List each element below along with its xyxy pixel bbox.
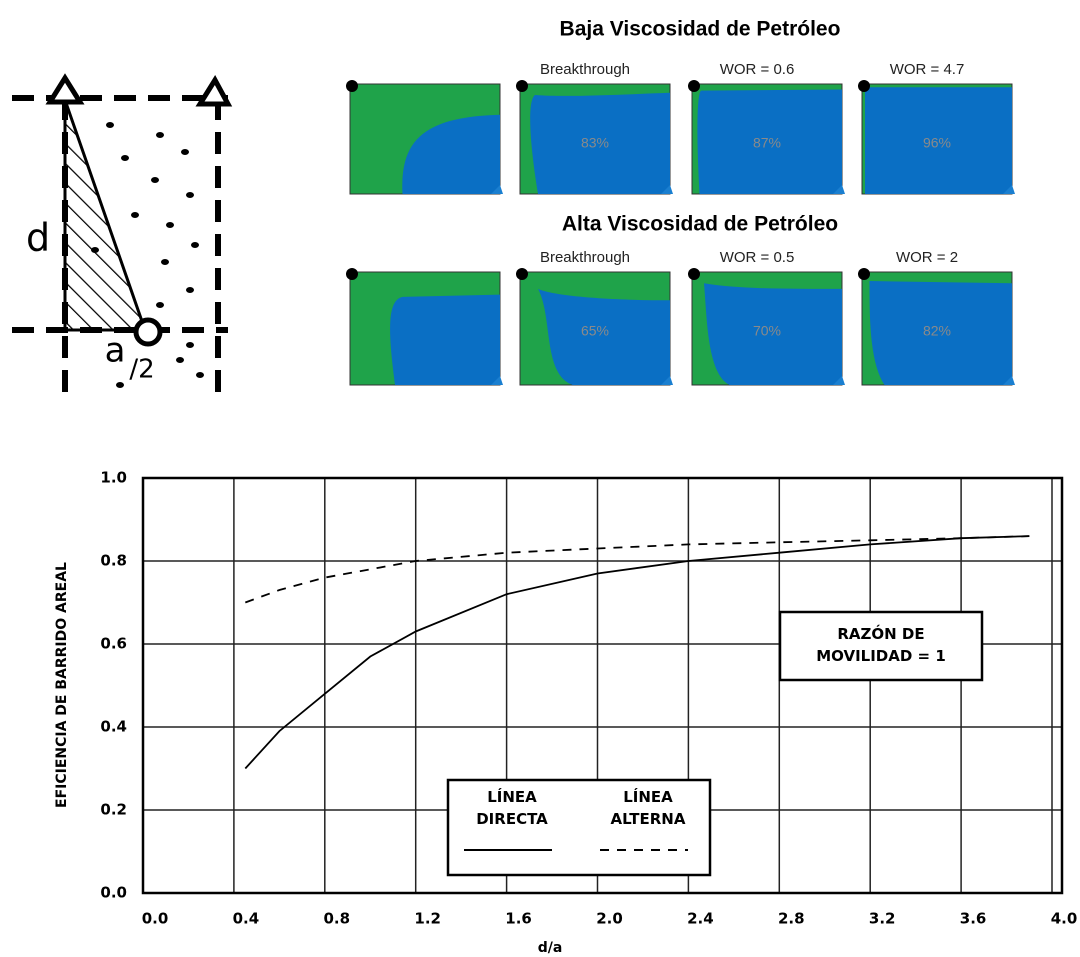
legend-label: LÍNEA ALTERNA xyxy=(610,788,686,828)
injector xyxy=(346,268,358,280)
y-tick-label: 0.4 xyxy=(100,718,127,736)
producer-well xyxy=(45,73,85,105)
injector xyxy=(346,80,358,92)
x-tick-label: 1.6 xyxy=(505,910,532,928)
water-zone xyxy=(697,89,842,194)
stage-label: WOR = 2 xyxy=(896,249,958,266)
stage-label: WOR = 0.5 xyxy=(720,249,795,266)
sweep-percentage: 83% xyxy=(581,135,609,151)
water-zone xyxy=(869,281,1012,385)
diagram-label: d xyxy=(26,216,50,260)
x-tick-label: 3.6 xyxy=(960,910,987,928)
sweep-percentage: 65% xyxy=(581,323,609,339)
stage-label: Breakthrough xyxy=(540,249,630,266)
producer xyxy=(491,376,503,385)
y-tick-label: 0.8 xyxy=(100,552,127,570)
producer xyxy=(1003,376,1015,385)
diagram-label: a xyxy=(105,331,126,371)
x-axis-label: d/a xyxy=(538,940,563,956)
producer xyxy=(833,185,845,194)
y-axis-label: EFICIENCIA DE BARRIDO AREAL xyxy=(54,562,70,808)
producer-well xyxy=(195,75,233,107)
injector xyxy=(858,80,870,92)
water-zone xyxy=(704,283,842,385)
legend-label: LÍNEA DIRECTA xyxy=(476,788,548,828)
pattern-diagram: d a /2 xyxy=(12,73,233,395)
producer xyxy=(1003,185,1015,194)
injector xyxy=(688,268,700,280)
x-tick-label: 1.2 xyxy=(414,910,441,928)
diagram-label: /2 xyxy=(129,355,154,385)
panel-title: Baja Viscosidad de Petróleo xyxy=(560,18,841,41)
injector xyxy=(516,268,528,280)
dots xyxy=(91,122,204,388)
producer xyxy=(661,185,673,194)
stage-label: Breakthrough xyxy=(540,61,630,78)
x-tick-label: 0.4 xyxy=(233,910,260,928)
plot-frame xyxy=(141,476,1064,895)
x-tick-label: 0.8 xyxy=(324,910,351,928)
water-zone xyxy=(402,114,500,194)
legend-box xyxy=(446,778,712,877)
water-zone xyxy=(390,294,500,385)
stage-label: WOR = 0.6 xyxy=(720,61,795,78)
producer xyxy=(491,185,503,194)
water-zone xyxy=(530,92,670,194)
y-tick-label: 0.2 xyxy=(100,801,127,819)
sweep-percentage: 96% xyxy=(923,135,951,151)
data-line xyxy=(244,535,1030,604)
x-tick-label: 0.0 xyxy=(142,910,169,928)
injector-well xyxy=(133,317,163,347)
y-tick-label: 1.0 xyxy=(100,469,127,487)
x-tick-label: 2.4 xyxy=(687,910,714,928)
y-tick-label: 0.0 xyxy=(100,884,127,902)
injector xyxy=(858,268,870,280)
x-tick-label: 2.0 xyxy=(596,910,623,928)
sweep-percentage: 82% xyxy=(923,323,951,339)
x-tick-label: 4.0 xyxy=(1051,910,1078,928)
stage-label: WOR = 4.7 xyxy=(890,61,965,78)
producer xyxy=(661,376,673,385)
panel-title: Alta Viscosidad de Petróleo xyxy=(562,213,838,236)
water-zone xyxy=(538,288,670,385)
water-zone xyxy=(865,87,1012,194)
hatched-triangle xyxy=(63,99,148,332)
annotation: RAZÓN DE MOVILIDAD = 1 xyxy=(816,625,946,665)
sweep-percentage: 87% xyxy=(753,135,781,151)
data-line xyxy=(244,535,1030,770)
y-tick-label: 0.6 xyxy=(100,635,127,653)
x-tick-label: 2.8 xyxy=(778,910,805,928)
injector xyxy=(688,80,700,92)
injector xyxy=(516,80,528,92)
sweep-percentage: 70% xyxy=(753,323,781,339)
x-tick-label: 3.2 xyxy=(869,910,896,928)
annotation-box xyxy=(778,610,984,682)
producer xyxy=(833,376,845,385)
